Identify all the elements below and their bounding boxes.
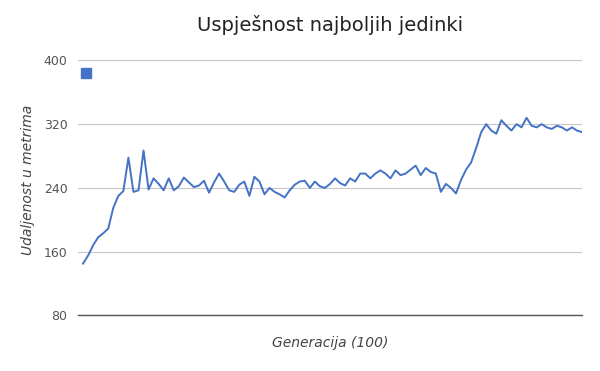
X-axis label: Generacija (100): Generacija (100) xyxy=(272,336,388,350)
Y-axis label: Udaljenost u metrima: Udaljenost u metrima xyxy=(22,105,35,255)
Title: Uspješnost najboljih jedinki: Uspješnost najboljih jedinki xyxy=(197,14,463,35)
